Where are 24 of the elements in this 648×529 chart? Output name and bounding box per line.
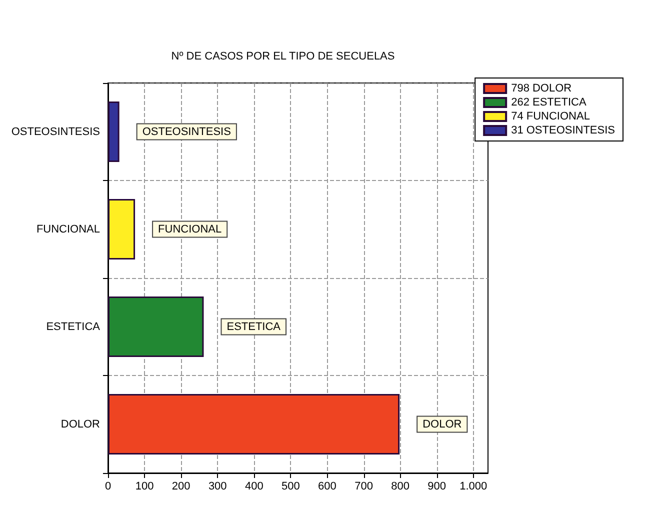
x-tick-label: 300 — [208, 480, 227, 492]
x-tick-label: 200 — [172, 480, 190, 492]
y-tick-label: OSTEOSINTESIS — [11, 126, 100, 138]
x-tick-label: 500 — [282, 480, 300, 492]
x-tick-label: 900 — [428, 480, 446, 492]
x-tick-label: 0 — [104, 480, 112, 492]
x-tick-label: 100 — [135, 480, 154, 492]
legend-label: 262 ESTETICA — [511, 96, 587, 108]
legend-label: 31 OSTEOSINTESIS — [511, 124, 615, 136]
data-label: ESTETICA — [226, 320, 282, 333]
y-tick-label: ESTETICA — [46, 320, 101, 333]
x-tick-label: 800 — [391, 480, 410, 492]
legend-label: 798 DOLOR — [511, 82, 572, 94]
y-tick-label: DOLOR — [60, 418, 100, 430]
x-tick-label: 1.000 — [460, 480, 488, 492]
data-label: OSTEOSINTESIS — [142, 126, 231, 138]
data-label: DOLOR — [422, 418, 462, 430]
y-tick-label: FUNCIONAL — [36, 223, 100, 236]
legend-label: 74 FUNCIONAL — [511, 110, 590, 122]
x-tick-label: 600 — [318, 480, 336, 492]
data-label: FUNCIONAL — [158, 223, 222, 236]
x-tick-label: 700 — [354, 480, 373, 492]
chart-title: Nº DE CASOS POR EL TIPO DE SECUELAS — [171, 50, 395, 62]
x-tick-label: 400 — [244, 480, 264, 492]
